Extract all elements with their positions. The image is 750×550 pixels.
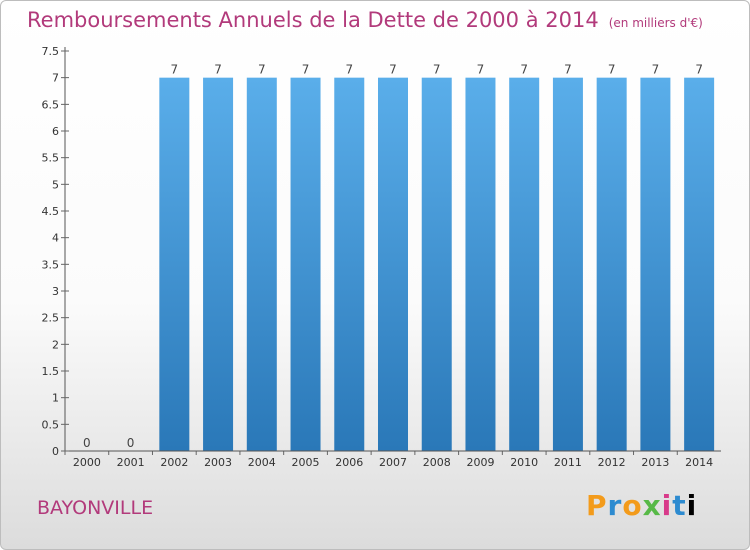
data-label-2007: 7 <box>389 63 397 77</box>
logo-letter: o <box>622 489 643 522</box>
data-label-2008: 7 <box>433 63 441 77</box>
x-tick-label-2009: 2009 <box>466 456 494 469</box>
bar-2010 <box>509 77 540 452</box>
data-label-2012: 7 <box>608 63 616 77</box>
bar-2013 <box>640 77 671 452</box>
proxiti-logo: Proxiti <box>586 489 697 522</box>
data-label-2002: 7 <box>171 63 179 77</box>
logo-letter: x <box>642 489 662 522</box>
y-tick-label: 4 <box>52 232 59 245</box>
y-tick-label: 6.5 <box>42 98 60 111</box>
x-tick-label-2005: 2005 <box>292 456 320 469</box>
x-tick-label-2010: 2010 <box>510 456 538 469</box>
logo-letter: r <box>607 489 623 522</box>
y-tick-label: 3 <box>52 285 59 298</box>
chart-title: Remboursements Annuels de la Dette de 20… <box>27 8 703 32</box>
logo-letter: i <box>661 489 673 522</box>
y-tick-label: 2.5 <box>42 312 60 325</box>
x-tick-label-2011: 2011 <box>554 456 582 469</box>
bar-2005 <box>290 77 321 452</box>
bar-2008 <box>421 77 452 452</box>
x-tick-label-2014: 2014 <box>685 456 713 469</box>
chart-unit: (en milliers d'€) <box>608 16 703 30</box>
x-tick-label-2003: 2003 <box>204 456 232 469</box>
y-tick-label: 3.5 <box>42 258 60 271</box>
y-tick-label: 5.5 <box>42 152 60 165</box>
logo-letter: P <box>586 489 608 522</box>
bar-2003 <box>203 77 234 452</box>
bar-2011 <box>552 77 583 452</box>
data-label-2014: 7 <box>695 63 703 77</box>
y-tick-label: 1 <box>52 392 59 405</box>
x-tick-label-2000: 2000 <box>73 456 101 469</box>
data-label-2011: 7 <box>564 63 572 77</box>
bar-2014 <box>684 77 715 452</box>
y-tick-label: 0.5 <box>42 418 60 431</box>
logo-letter: t <box>672 489 687 522</box>
bar-2009 <box>465 77 496 452</box>
logo-letter: i <box>686 489 698 522</box>
bar-2002 <box>159 77 190 452</box>
y-tick-label: 5 <box>52 178 59 191</box>
data-label-2005: 7 <box>302 63 310 77</box>
data-label-2000: 0 <box>83 436 91 450</box>
x-tick-label-2013: 2013 <box>641 456 669 469</box>
x-tick-label-2012: 2012 <box>598 456 626 469</box>
y-tick-label: 4.5 <box>42 205 60 218</box>
data-label-2003: 7 <box>214 63 222 77</box>
x-tick-label-2004: 2004 <box>248 456 276 469</box>
bar-2006 <box>334 77 365 452</box>
bar-2012 <box>596 77 627 452</box>
y-tick-label: 1.5 <box>42 365 60 378</box>
bar-2007 <box>378 77 408 452</box>
data-label-2013: 7 <box>652 63 660 77</box>
x-tick-label-2002: 2002 <box>160 456 188 469</box>
data-label-2004: 7 <box>258 63 266 77</box>
x-tick-label-2007: 2007 <box>379 456 407 469</box>
bar-2004 <box>246 77 277 452</box>
data-label-2010: 7 <box>520 63 528 77</box>
x-tick-label-2008: 2008 <box>423 456 451 469</box>
y-tick-label: 2 <box>52 338 59 351</box>
y-tick-label: 0 <box>52 445 59 458</box>
y-tick-label: 7 <box>52 72 59 85</box>
x-tick-label-2006: 2006 <box>335 456 363 469</box>
data-label-2006: 7 <box>345 63 353 77</box>
data-label-2001: 0 <box>127 436 135 450</box>
commune-name: BAYONVILLE <box>37 497 154 519</box>
y-tick-label: 6 <box>52 125 59 138</box>
x-tick-label-2001: 2001 <box>117 456 145 469</box>
data-label-2009: 7 <box>477 63 485 77</box>
chart-title-text: Remboursements Annuels de la Dette de 20… <box>27 8 599 32</box>
y-tick-label: 7.5 <box>42 45 60 58</box>
